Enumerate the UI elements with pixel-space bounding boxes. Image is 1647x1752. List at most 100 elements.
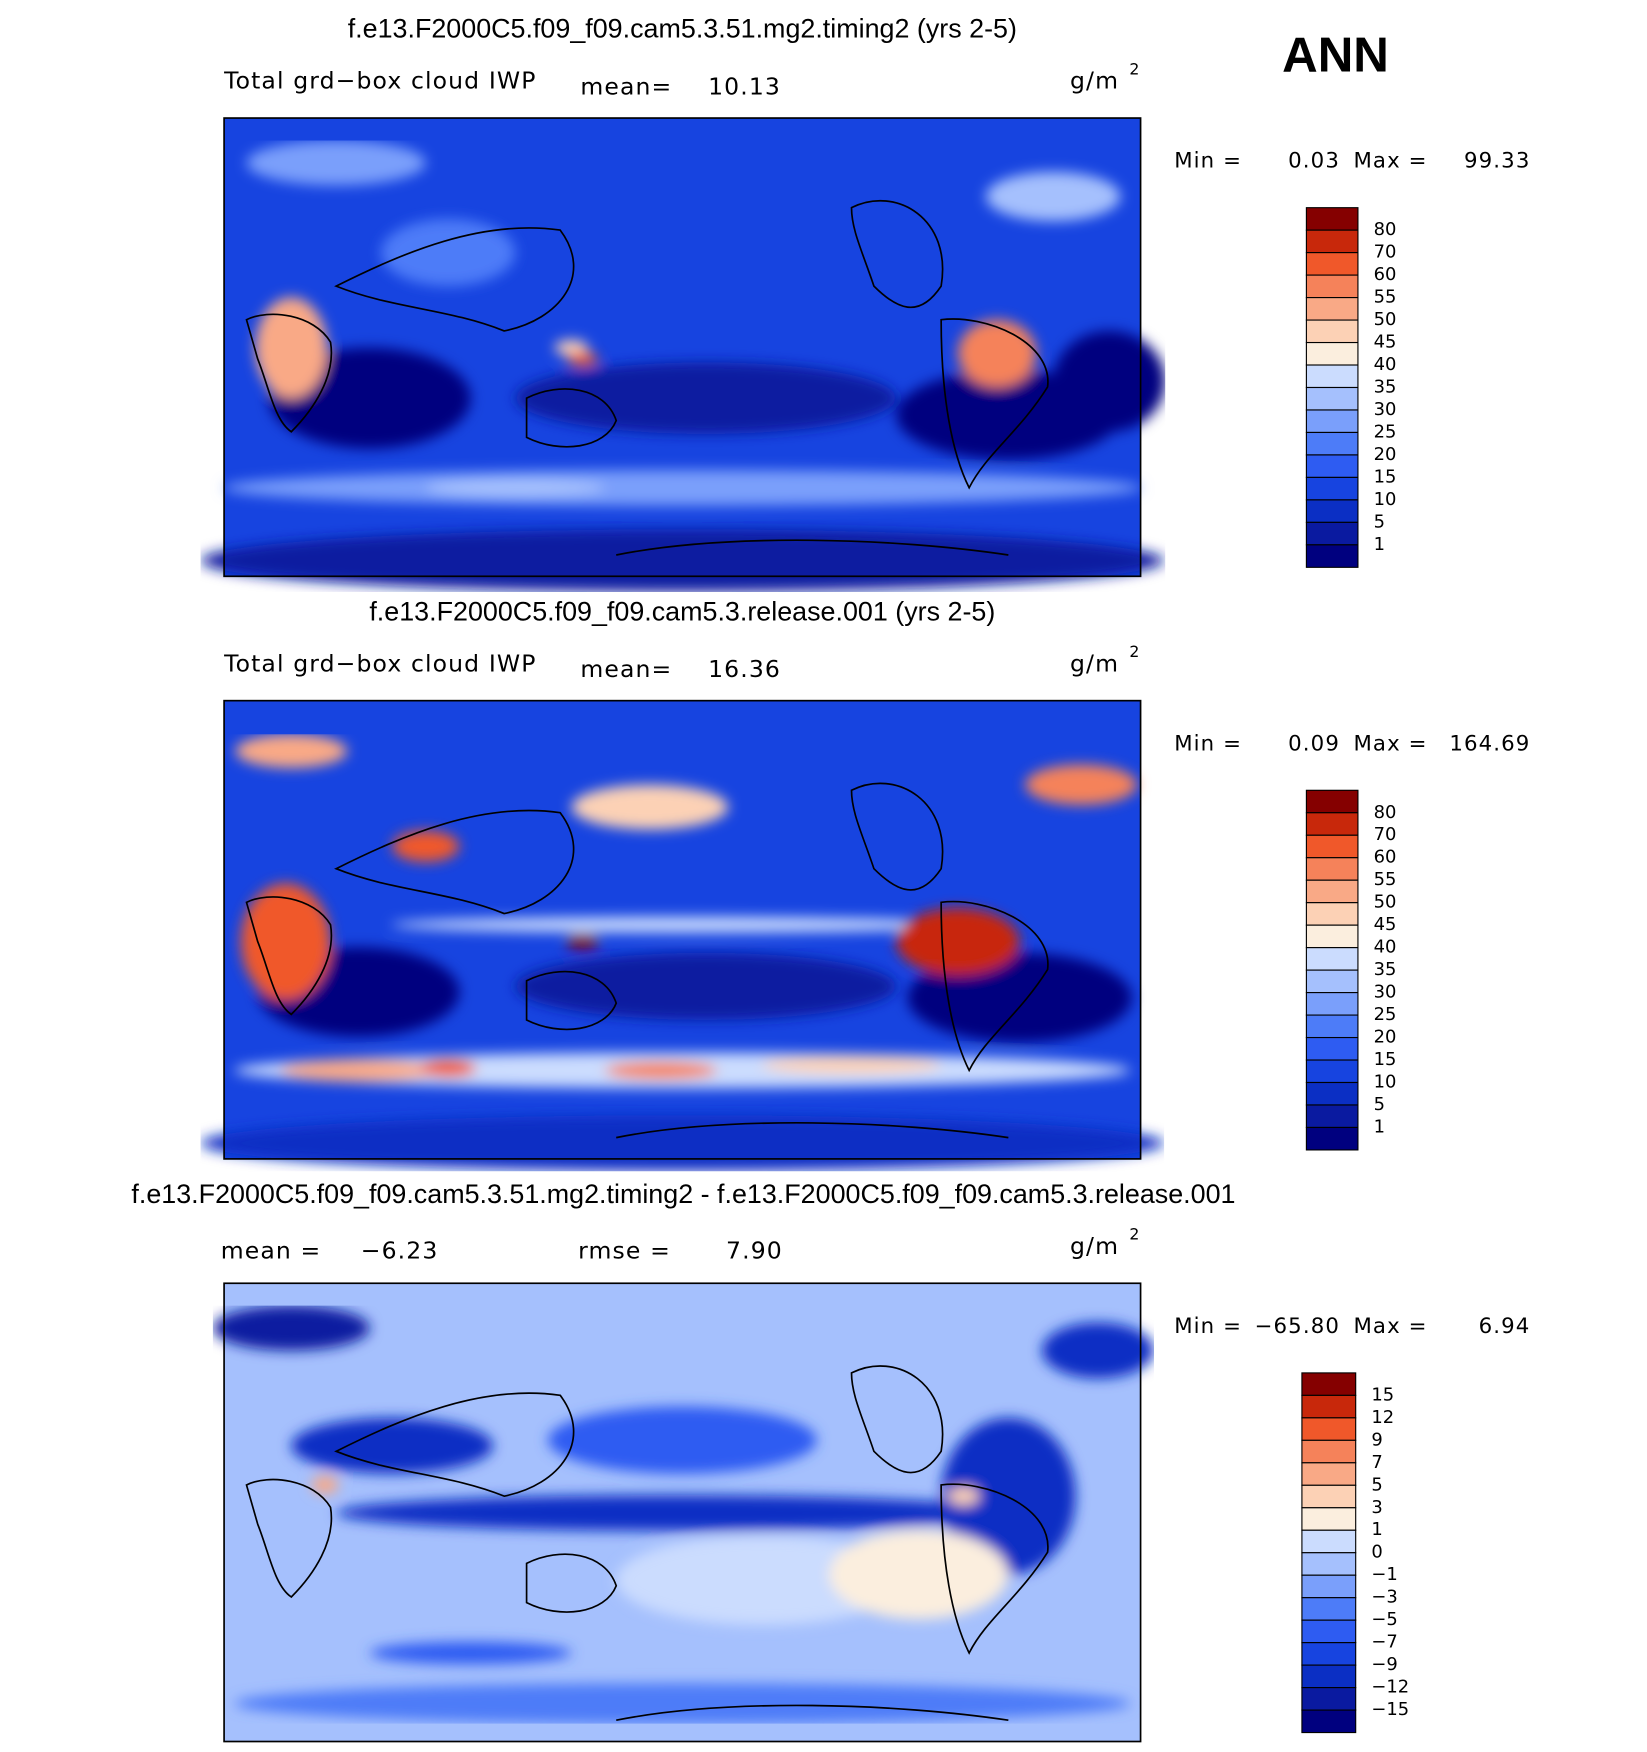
colorbar-box	[1305, 924, 1359, 949]
colorbar-label: 7	[1371, 1452, 1382, 1473]
coastline	[616, 539, 1009, 556]
colorbar-label: 12	[1371, 1407, 1394, 1428]
field-blob	[280, 1059, 437, 1081]
map-frame	[223, 699, 1142, 1160]
map	[213, 1282, 1154, 1743]
max-value: 99.33	[1464, 149, 1530, 174]
colorbar-label: 35	[1374, 959, 1397, 980]
colorbar-label: 80	[1374, 802, 1397, 823]
colorbar-label: 60	[1374, 264, 1397, 285]
colorbar-box	[1305, 1036, 1359, 1061]
colorbar-label: 70	[1374, 824, 1397, 845]
colorbar-label: 5	[1374, 511, 1385, 532]
colorbar-label: 50	[1374, 309, 1397, 330]
colorbar-box	[1301, 1394, 1357, 1419]
field-blob	[370, 1642, 572, 1664]
field-blob	[571, 785, 728, 830]
colorbar-label: 45	[1374, 332, 1397, 353]
colorbar-label: 60	[1374, 847, 1397, 868]
units-sup: 2	[1129, 59, 1140, 78]
variable-label: Total grd−box cloud IWP	[223, 67, 536, 95]
colorbar-box	[1305, 297, 1359, 321]
stat-label: mean=	[580, 72, 672, 100]
field-blob	[213, 1306, 370, 1351]
units: g/m	[1070, 67, 1119, 95]
colorbar-box	[1305, 476, 1359, 501]
field-blob	[392, 831, 459, 862]
min-value: 0.03	[1288, 149, 1340, 174]
map-field	[201, 734, 1165, 1171]
coastline	[940, 900, 1049, 1073]
colorbar-label: 5	[1374, 1094, 1385, 1115]
colorbar-box	[1301, 1619, 1357, 1644]
field-blob	[311, 1476, 338, 1494]
stat-value: 7.90	[726, 1236, 783, 1264]
colorbar-label: 1	[1371, 1519, 1382, 1540]
max-value: 6.94	[1479, 1314, 1531, 1339]
field-blob	[1053, 331, 1165, 432]
coastline	[525, 1553, 618, 1613]
colorbar-box	[1305, 789, 1359, 814]
coastline	[850, 1365, 944, 1474]
colorbar-box	[1305, 409, 1359, 434]
field-blob	[566, 934, 600, 950]
colorbar-label: 15	[1374, 1049, 1397, 1070]
colorbar-box	[1301, 1709, 1357, 1734]
field-blob	[201, 1115, 1165, 1171]
min-label: Min =	[1174, 1314, 1242, 1339]
colorbar-box	[1301, 1439, 1357, 1464]
colorbar-label: 10	[1374, 1072, 1397, 1093]
colorbar-label: 70	[1374, 242, 1397, 263]
map-frame	[223, 117, 1142, 578]
units-sup: 2	[1129, 642, 1140, 661]
colorbar-label: 3	[1371, 1497, 1382, 1518]
colorbar-box	[1305, 969, 1359, 994]
coastline	[525, 970, 618, 1031]
colorbar-label: 55	[1374, 287, 1397, 308]
colorbar-box	[1301, 1462, 1357, 1486]
coastline	[334, 809, 575, 915]
max-label: Max =	[1353, 149, 1427, 174]
colorbar-label: 40	[1374, 354, 1397, 375]
colorbar-label: −12	[1371, 1677, 1409, 1698]
max-label: Max =	[1353, 731, 1427, 756]
coastline	[334, 227, 575, 332]
max-value: 164.69	[1449, 731, 1530, 756]
field-blob	[515, 953, 896, 1020]
field-blob	[234, 1683, 1130, 1723]
colorbar-box	[1305, 834, 1359, 859]
units: g/m	[1070, 1232, 1119, 1260]
colorbar-label: 25	[1374, 1004, 1397, 1025]
coastline	[850, 199, 944, 308]
colorbar-box	[1301, 1484, 1357, 1509]
map	[201, 117, 1166, 592]
colorbar-label: 50	[1374, 892, 1397, 913]
field-blob	[829, 1530, 1008, 1620]
stat-value: 10.13	[708, 72, 781, 100]
colorbar-box	[1301, 1687, 1357, 1711]
min-label: Min =	[1174, 149, 1242, 174]
field-blob	[958, 320, 1036, 387]
field-blob	[391, 917, 974, 933]
colorbar-box	[1305, 1126, 1359, 1151]
colorbar-box	[1305, 1104, 1359, 1129]
colorbar-box	[1305, 454, 1359, 478]
field-blob	[567, 352, 598, 365]
field-blob	[223, 470, 1142, 506]
colorbar-box	[1305, 1059, 1359, 1084]
field-blob	[515, 362, 896, 434]
field-blob	[762, 1056, 941, 1074]
field-blob	[336, 1495, 1008, 1531]
colorbar-label: 15	[1371, 1384, 1394, 1405]
colorbar-label: 35	[1374, 377, 1397, 398]
colorbar-box	[1305, 812, 1359, 836]
colorbar-label: −7	[1371, 1632, 1397, 1653]
colorbar-box	[1305, 431, 1359, 456]
coastline	[245, 896, 333, 1016]
colorbar-label: 80	[1374, 219, 1397, 240]
field-blob	[986, 172, 1120, 221]
colorbar-box	[1305, 386, 1359, 411]
colorbar-box	[1305, 499, 1359, 523]
colorbar-box	[1305, 364, 1359, 389]
